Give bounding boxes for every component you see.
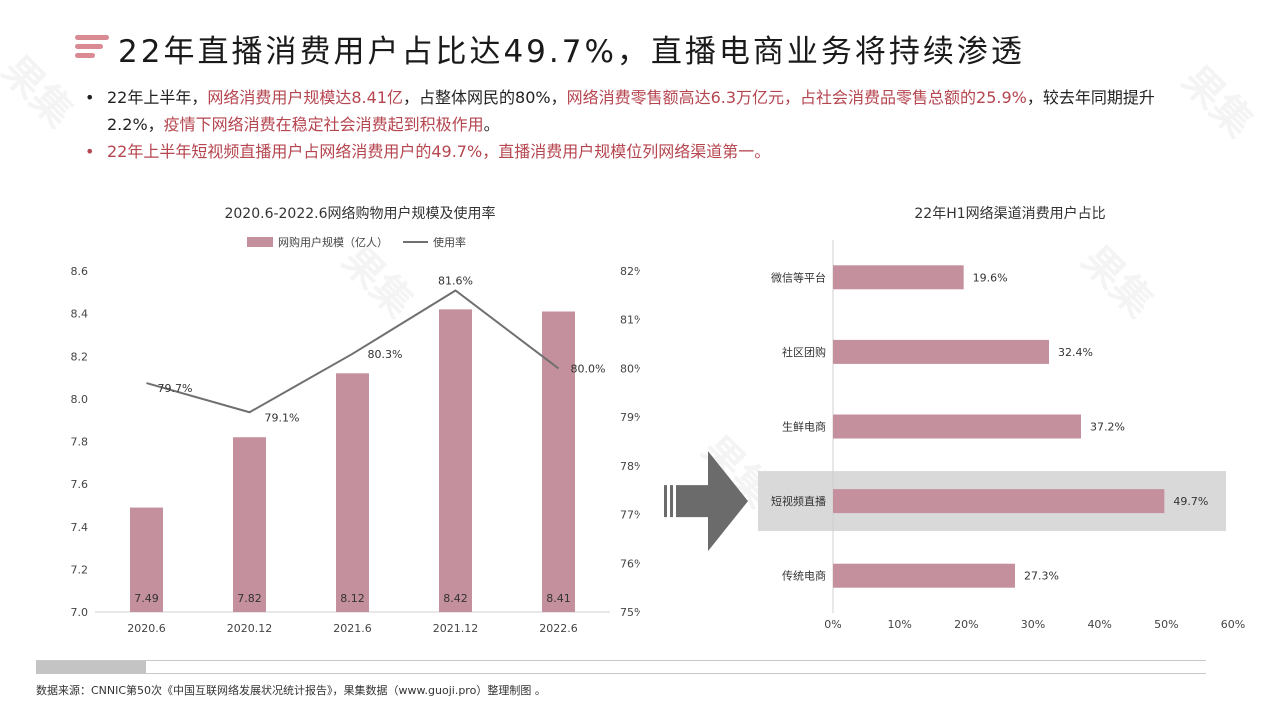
y-right-tick-label: 77%	[620, 509, 640, 522]
x-tick-label: 0%	[824, 618, 841, 631]
category-label: 传统电商	[782, 569, 826, 583]
y-right-tick-label: 76%	[620, 557, 640, 570]
scrollbar[interactable]	[36, 660, 1206, 674]
x-tick-label: 10%	[887, 618, 911, 631]
bar	[439, 309, 472, 612]
bar-data-label: 32.4%	[1058, 346, 1093, 359]
legend-label: 网购用户规模（亿人）	[278, 235, 388, 249]
y-left-tick-label: 8.6	[71, 265, 89, 278]
bar	[833, 265, 964, 290]
bullet-text: 22年上半年短视频直播用户占网络消费用户的49.7%，直播消费用户规模位列网络渠…	[107, 142, 771, 161]
text-segment: 。	[483, 115, 500, 134]
left-chart-title: 2020.6-2022.6网络购物用户规模及使用率	[224, 206, 496, 222]
x-tick-label: 2022.6	[539, 622, 578, 635]
bar	[833, 339, 1049, 364]
line-data-label: 81.6%	[438, 274, 473, 287]
line-data-label: 80.3%	[368, 348, 403, 361]
horizontal-bar-chart: 0% 10% 20% 30% 40% 50% 60% 微信等平台 19.6% 社区团购 32.4% 生…	[664, 240, 1245, 631]
bar	[233, 437, 266, 612]
text-segment-highlight: 疫情下网络消费在稳定社会消费起到积极作用	[163, 115, 484, 134]
bar-data-label: 37.2%	[1090, 421, 1125, 434]
bullet-item: • 22年上半年短视频直播用户占网络消费用户的49.7%，直播消费用户规模位列网…	[85, 138, 1205, 165]
bar	[130, 507, 163, 612]
category-label: 微信等平台	[771, 270, 826, 284]
arrow-icon	[664, 451, 748, 552]
bullet-dot-icon: •	[85, 142, 95, 161]
y-right-tick-label: 81%	[620, 314, 640, 327]
arrow-shape	[676, 451, 748, 552]
y-right-tick-label: 79%	[620, 411, 640, 424]
right-chart-title: 22年H1网络渠道消费用户占比	[914, 206, 1106, 222]
scrollbar-thumb[interactable]	[36, 661, 146, 674]
y-left-tick-label: 8.2	[71, 350, 89, 363]
legend-bar-swatch	[247, 237, 273, 247]
x-tick-label: 2020.12	[227, 622, 273, 635]
bar-data-label: 8.12	[340, 592, 365, 605]
source-note: 数据来源：CNNIC第50次《中国互联网络发展状况统计报告》，果集数据（www.…	[36, 684, 546, 697]
category-label: 短视频直播	[771, 494, 826, 508]
line-data-label: 79.7%	[158, 382, 193, 395]
x-tick-label: 2021.12	[433, 622, 479, 635]
y-right-tick-label: 82%	[620, 265, 640, 278]
text-segment: 22年上半年，	[107, 88, 208, 107]
line-data-label: 80.0%	[571, 362, 606, 375]
y-left-tick-label: 7.2	[71, 563, 89, 576]
y-left-tick-label: 8.4	[71, 308, 89, 321]
bar-data-label: 8.42	[443, 592, 468, 605]
line-data-label: 79.1%	[265, 411, 300, 424]
y-left-tick-label: 7.0	[71, 606, 89, 619]
text-segment: ，占整体网民的80%，	[403, 88, 567, 107]
arrow-stripe	[670, 485, 673, 518]
x-tick-label: 60%	[1221, 618, 1245, 631]
y-left-tick-label: 7.6	[71, 478, 89, 491]
x-tick-label: 40%	[1087, 618, 1111, 631]
bar	[542, 311, 575, 612]
bar-data-label: 7.49	[134, 592, 159, 605]
text-segment: ，较去年同期提升2.2%，	[107, 88, 1155, 134]
y-right-tick-label: 78%	[620, 460, 640, 473]
y-left-tick-label: 7.8	[71, 436, 89, 449]
bar	[833, 563, 1015, 588]
x-tick-label: 50%	[1154, 618, 1178, 631]
bullet-item: • 22年上半年，网络消费用户规模达8.41亿，占整体网民的80%，网络消费零售…	[85, 84, 1205, 138]
bullet-dot-icon: •	[85, 88, 95, 107]
x-tick-label: 30%	[1021, 618, 1045, 631]
bullet-list: • 22年上半年，网络消费用户规模达8.41亿，占整体网民的80%，网络消费零售…	[85, 84, 1205, 165]
page-title: 22年直播消费用户占比达49.7%，直播电商业务将持续渗透	[118, 34, 1025, 70]
x-tick-label: 2020.6	[127, 622, 166, 635]
text-segment-highlight: 网络消费用户规模达8.41亿	[207, 88, 404, 107]
y-left-tick-label: 7.4	[71, 521, 89, 534]
arrow-stripe	[664, 485, 667, 518]
x-tick-label: 20%	[954, 618, 978, 631]
bar-data-label: 7.82	[237, 592, 262, 605]
category-label: 生鲜电商	[782, 420, 826, 434]
bullet-text: 22年上半年，网络消费用户规模达8.41亿，占整体网民的80%，网络消费零售额高…	[107, 88, 1155, 134]
series-line	[146, 289, 560, 414]
combo-chart: 网购用户规模（亿人） 使用率 7.0 7.2 7.4 7.6 7.8 8.0 8.2 8.4 8.6…	[71, 235, 641, 635]
y-right-tick-label: 75%	[620, 606, 640, 619]
bar-data-label: 19.6%	[973, 271, 1008, 284]
bar-data-label: 49.7%	[1173, 495, 1208, 508]
text-segment-highlight: 网络消费零售额高达6.3万亿元，占社会消费品零售总额的25.9%	[566, 88, 1027, 107]
category-label: 社区团购	[782, 345, 826, 359]
bar	[833, 414, 1081, 439]
legend-label: 使用率	[433, 235, 466, 249]
bar	[336, 373, 369, 612]
chart-legend: 网购用户规模（亿人） 使用率	[247, 235, 466, 249]
title-bars-icon	[75, 35, 111, 61]
y-left-tick-label: 8.0	[71, 393, 89, 406]
y-right-tick-label: 80%	[620, 362, 640, 375]
bar-data-label: 8.41	[546, 592, 571, 605]
bar	[833, 489, 1165, 514]
x-tick-label: 2021.6	[333, 622, 372, 635]
bar-data-label: 27.3%	[1024, 570, 1059, 583]
